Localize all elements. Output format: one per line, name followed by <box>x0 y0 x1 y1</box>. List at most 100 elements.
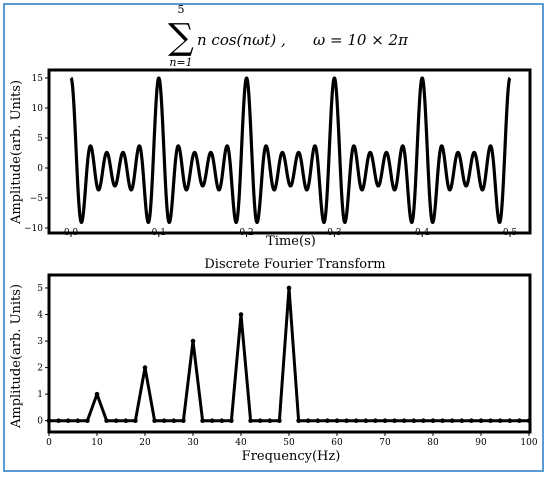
formula-body: n cos(nωt) , <box>197 31 286 49</box>
dft-x-tick-label: 90 <box>475 438 487 448</box>
dft-x-label: Frequency(Hz) <box>242 449 341 464</box>
dft-x-tick-label: 40 <box>235 438 247 448</box>
time-x-tick-label: 0.3 <box>327 228 342 238</box>
dft-y-ticks: 0 1 2 3 4 5 <box>37 284 49 427</box>
sum-sign: ∑ <box>168 17 194 58</box>
time-x-tick-label: 0.0 <box>64 228 79 238</box>
formula-omega: ω = 10 × 2π <box>313 31 409 49</box>
time-plot-axes-box <box>47 68 532 235</box>
time-y-tick-label: −10 <box>24 224 43 234</box>
dft-x-tick-label: 70 <box>379 438 391 448</box>
dft-point <box>382 418 388 423</box>
dft-markers <box>46 285 532 423</box>
dft-point <box>229 418 234 423</box>
dft-point <box>133 418 138 423</box>
dft-x-tick-label: 0 <box>46 438 52 448</box>
time-x-label: Time(s) <box>266 234 316 249</box>
dft-point <box>507 418 513 423</box>
dft-point <box>421 418 426 423</box>
dft-point <box>401 418 407 423</box>
dft-x-ticks: 0 10 20 30 40 50 60 70 80 90 100 <box>46 432 538 448</box>
dft-point <box>353 418 359 423</box>
dft-point <box>363 418 369 423</box>
dft-point <box>219 418 225 423</box>
time-signal-line <box>69 76 512 225</box>
dft-point <box>181 418 186 423</box>
dft-point <box>152 418 157 423</box>
dft-point <box>277 418 282 423</box>
dft-point <box>257 418 263 423</box>
dft-y-tick-label: 2 <box>37 364 43 374</box>
time-y-tick-label: 5 <box>37 134 43 144</box>
time-y-tick-label: 10 <box>32 104 44 114</box>
dft-x-tick-label: 10 <box>91 438 103 448</box>
dft-point <box>248 418 253 423</box>
dft-point <box>430 418 436 423</box>
dft-point <box>411 418 417 423</box>
time-y-ticks: −10 −5 0 5 10 15 <box>24 74 49 234</box>
dft-point <box>315 418 321 423</box>
dft-point <box>113 418 119 423</box>
dft-x-tick-label: 60 <box>331 438 343 448</box>
dft-x-tick-label: 50 <box>283 438 295 448</box>
formula: 5 ∑ n=1 n cos(nωt) , ω = 10 × 2π <box>168 3 409 69</box>
dft-point <box>75 418 81 423</box>
dft-y-tick-label: 5 <box>37 284 43 294</box>
dft-point <box>325 418 330 423</box>
dft-y-label: Amplitude(arb. Units) <box>9 284 24 429</box>
dft-point <box>392 418 397 423</box>
dft-point <box>449 418 455 423</box>
dft-point <box>200 418 205 423</box>
dft-point <box>526 418 532 423</box>
dft-point <box>94 391 100 397</box>
dft-point <box>373 418 378 423</box>
dft-title: Discrete Fourier Transform <box>204 257 385 272</box>
dft-point <box>286 285 292 291</box>
time-y-tick-label: −5 <box>30 194 44 204</box>
dft-point <box>238 312 244 317</box>
dft-y-tick-label: 3 <box>37 337 43 347</box>
dft-point <box>142 365 148 370</box>
dft-point <box>334 418 340 423</box>
dft-y-tick-label: 1 <box>37 390 43 400</box>
sum-lower-limit: n=1 <box>169 56 192 69</box>
dft-x-tick-label: 80 <box>427 438 439 448</box>
dft-point <box>209 418 215 423</box>
time-x-tick-label: 0.5 <box>503 228 518 238</box>
dft-point <box>190 338 196 344</box>
dft-point <box>488 418 493 423</box>
dft-line <box>49 286 529 423</box>
time-x-tick-label: 0.2 <box>239 228 253 238</box>
dft-point <box>344 418 349 423</box>
dft-point <box>267 418 273 423</box>
dft-point <box>123 418 129 423</box>
dft-point <box>478 418 484 423</box>
dft-plot: Discrete Fourier Transform 0 10 20 30 40 50 60… <box>9 257 538 464</box>
time-y-tick-label: 15 <box>32 74 44 84</box>
time-y-tick-label: 0 <box>37 164 43 174</box>
dft-point <box>469 418 474 423</box>
dft-y-tick-label: 0 <box>37 417 43 427</box>
dft-point <box>497 418 503 423</box>
dft-point <box>440 418 445 423</box>
time-x-ticks: 0.0 0.1 0.2 0.3 0.4 0.5 <box>64 228 518 238</box>
sum-upper-limit: 5 <box>178 3 185 16</box>
dft-point <box>56 418 61 423</box>
dft-point <box>459 418 465 423</box>
time-domain-plot: 0.0 0.1 0.2 0.3 0.4 0.5 −10 −5 0 5 10 15 Time(s) A… <box>9 68 532 249</box>
dft-y-tick-label: 4 <box>37 311 43 321</box>
dft-point <box>305 418 311 423</box>
dft-point <box>296 418 301 423</box>
time-x-tick-label: 0.4 <box>415 228 430 238</box>
time-x-tick-label: 0.1 <box>152 228 166 238</box>
dft-point <box>85 418 90 423</box>
dft-x-tick-label: 100 <box>520 438 537 448</box>
time-y-label: Amplitude(arb. Units) <box>9 80 24 225</box>
figure-frame <box>3 3 544 472</box>
dft-x-tick-label: 20 <box>139 438 151 448</box>
dft-point <box>104 418 109 423</box>
dft-x-tick-label: 30 <box>187 438 199 448</box>
dft-point <box>171 418 177 423</box>
dft-point <box>65 418 71 423</box>
